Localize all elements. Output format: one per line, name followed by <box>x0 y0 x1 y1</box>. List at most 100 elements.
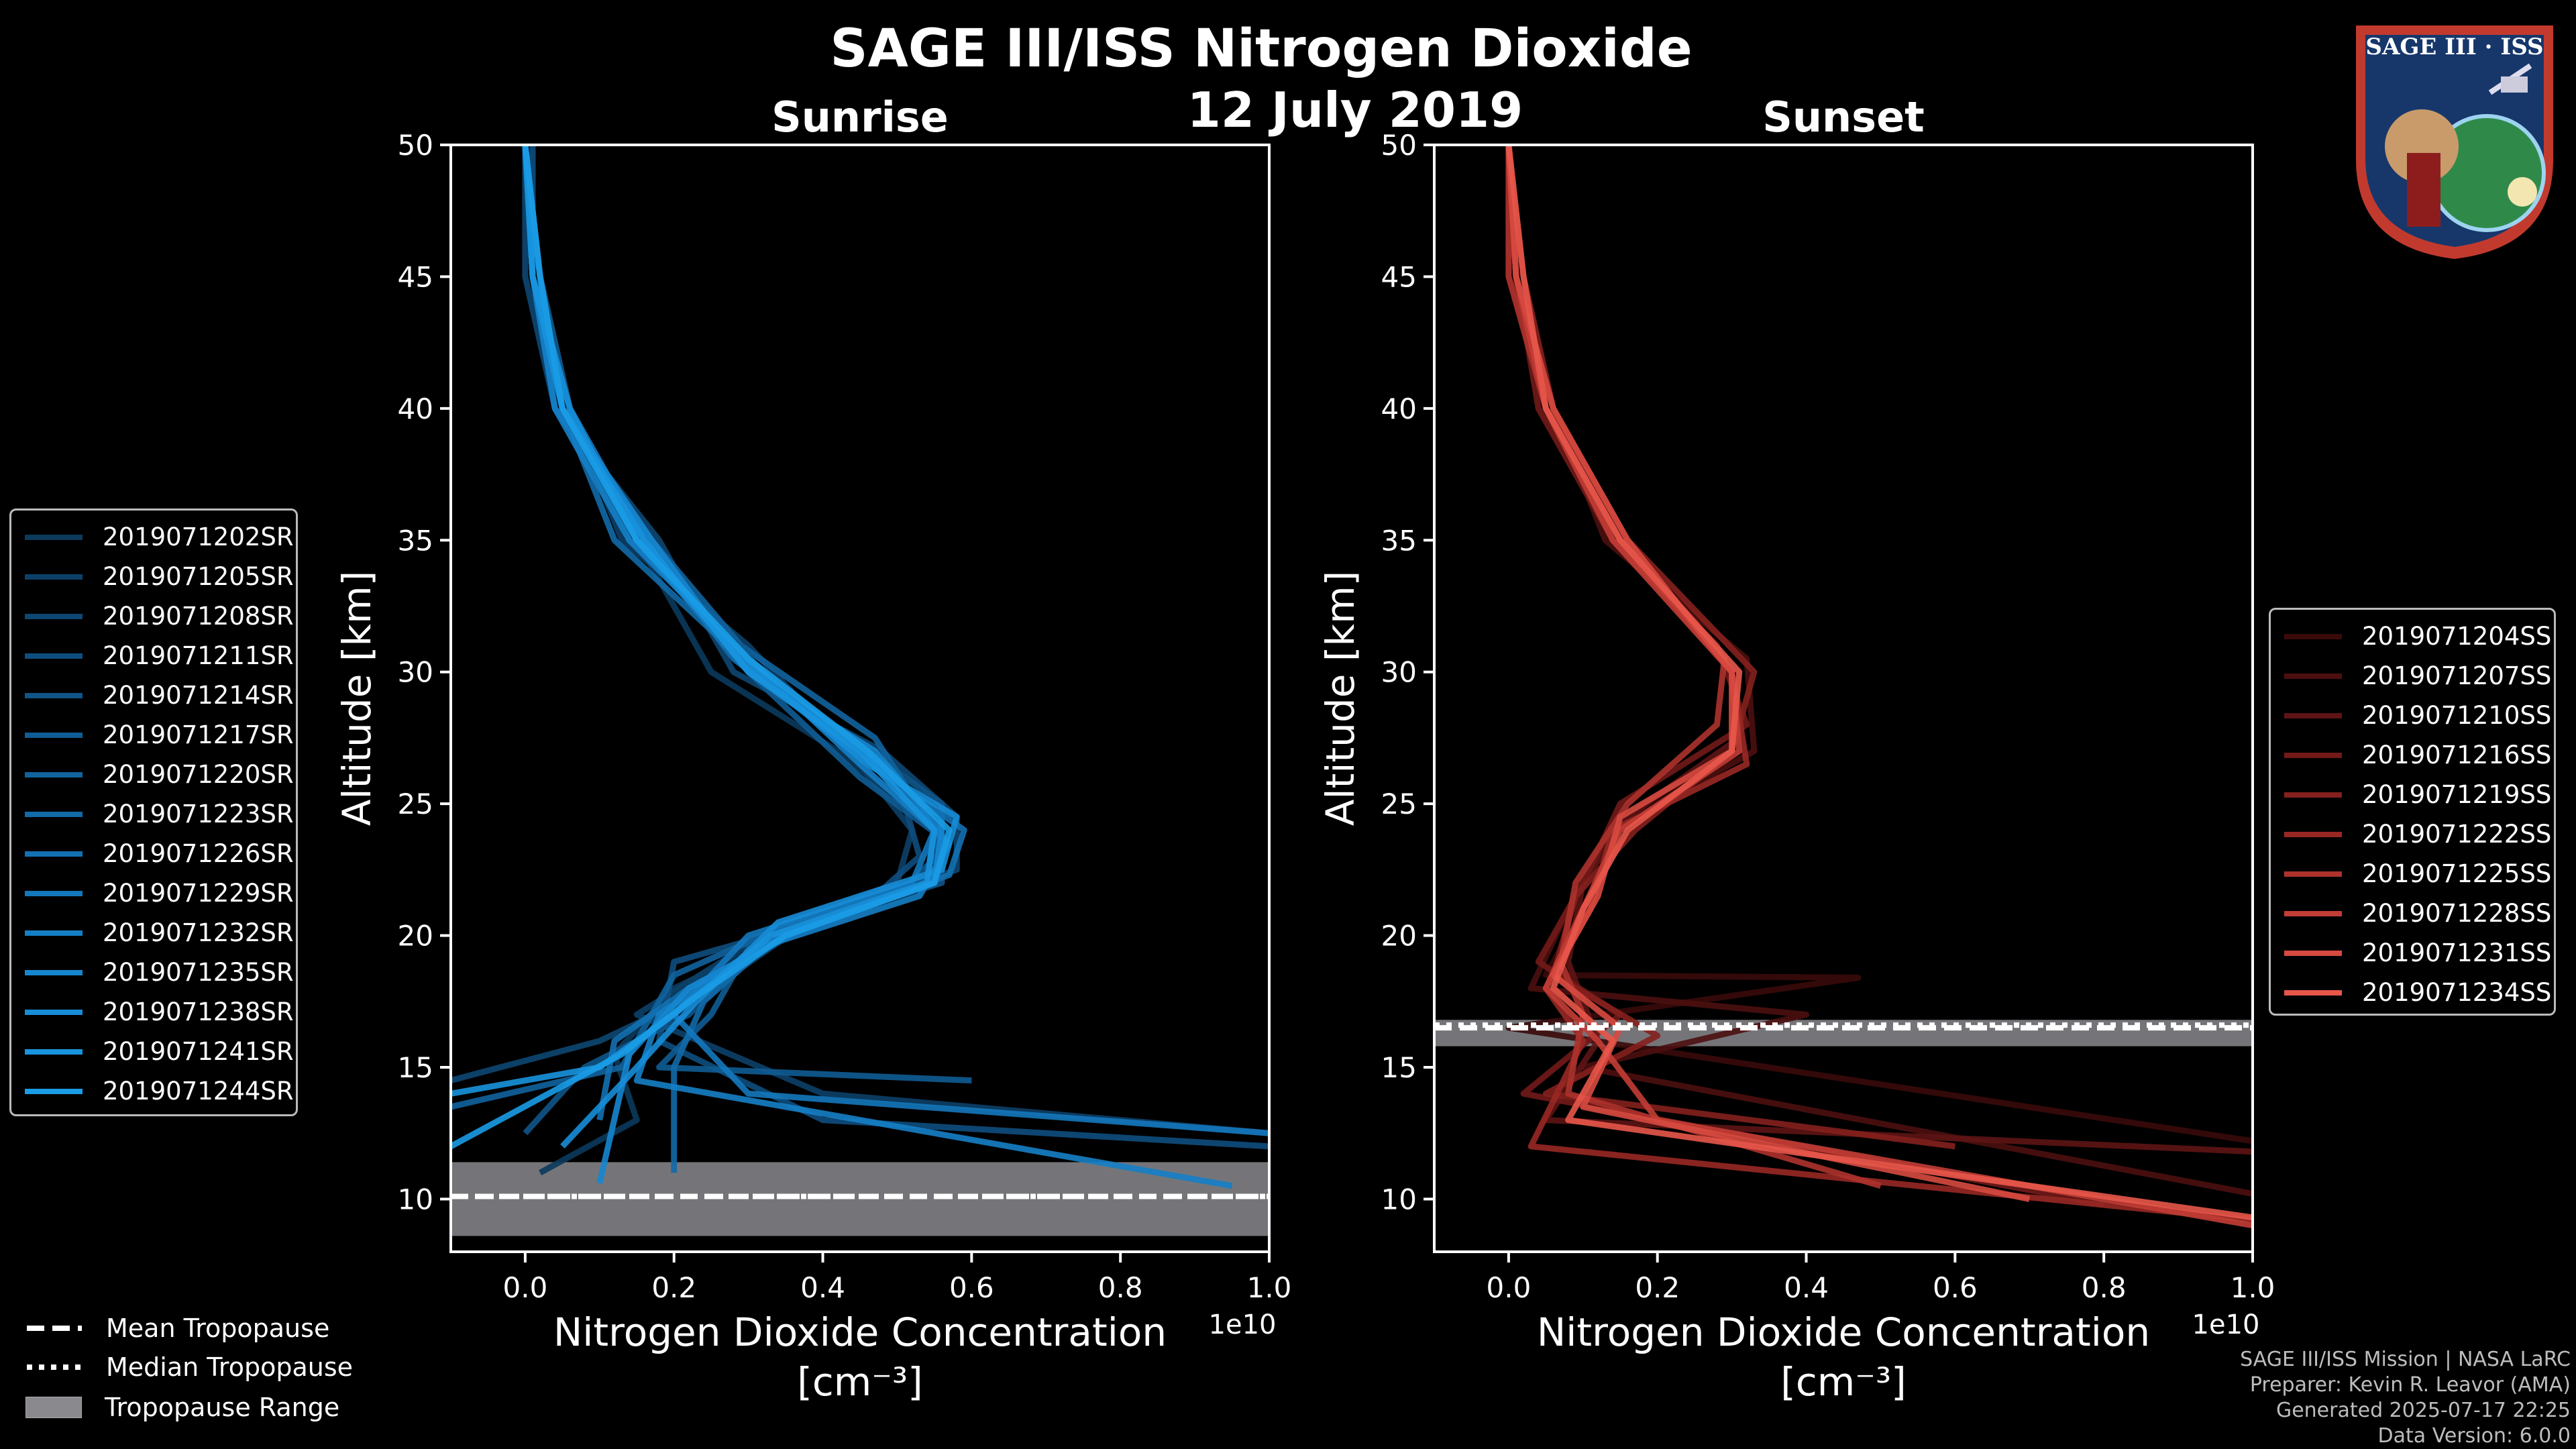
legend-swatch <box>2284 910 2342 916</box>
legend-label: 2019071217SR <box>103 720 294 749</box>
legend-swatch <box>2284 871 2342 877</box>
legend-swatch <box>2284 989 2342 996</box>
y-tick-label: 50 <box>1381 129 1417 162</box>
series-line-2019071241SR <box>451 145 938 1097</box>
sunrise-legend-item: 2019071202SR <box>11 517 294 557</box>
legend-swatch <box>25 851 83 857</box>
y-tick-label: 30 <box>398 656 433 689</box>
legend-swatch <box>2284 673 2342 679</box>
y-tick-label: 40 <box>398 392 433 425</box>
logo-text: SAGE III · ISS <box>2365 34 2544 60</box>
legend-swatch <box>2284 633 2342 639</box>
legend-mean-label: Mean Tropopause <box>106 1313 330 1343</box>
sunset-legend-item: 2019071228SS <box>2271 894 2551 933</box>
x-scale-label: 1e10 <box>1209 1309 1277 1340</box>
series-line-2019071229SR <box>522 145 1269 1136</box>
y-tick-label: 20 <box>398 920 433 953</box>
y-axis-label: Altitude [km] <box>334 571 380 826</box>
legend-swatch <box>25 890 83 896</box>
sage-iss-logo: SAGE III · ISS <box>2343 12 2567 262</box>
legend-swatch <box>25 653 83 659</box>
x-tick-label: 0.8 <box>1098 1271 1143 1304</box>
series-line-2019071210SS <box>1505 145 2253 1155</box>
sunset-legend-item: 2019071234SS <box>2271 973 2551 1012</box>
x-tick-label: 0.6 <box>949 1271 994 1304</box>
legend-label: 2019071244SR <box>103 1077 294 1106</box>
legend-label: 2019071235SR <box>103 958 294 987</box>
sunrise-legend-item: 2019071208SR <box>11 596 294 636</box>
sunrise-title: Sunrise <box>771 93 949 142</box>
series-line-2019071220SR <box>451 145 938 1110</box>
series-line-2019071235SR <box>522 145 945 1184</box>
legend-label: 2019071216SS <box>2362 741 2552 769</box>
legend-swatch <box>25 930 83 936</box>
y-tick-label: 45 <box>1381 260 1417 293</box>
sunset-title: Sunset <box>1762 93 1925 142</box>
sunrise-legend-item: 2019071214SR <box>11 676 294 715</box>
legend-label: 2019071202SR <box>103 523 294 551</box>
series-line-2019071211SR <box>529 145 1269 1150</box>
legend-swatch <box>25 534 83 540</box>
sunset-legend-item: 2019071210SS <box>2271 696 2551 735</box>
legend-label: 2019071220SR <box>103 760 294 789</box>
footer-line-mission: SAGE III/ISS Mission | NASA LaRC <box>2240 1348 2571 1371</box>
legend-median-tropopause: Median Tropopause <box>25 1348 353 1386</box>
y-tick-label: 10 <box>398 1183 433 1216</box>
legend-swatch <box>25 613 83 619</box>
x-tick-label: 0.0 <box>503 1271 548 1304</box>
series-line-2019071226SR <box>522 145 967 1121</box>
x-axis-unit: [cm⁻³] <box>797 1359 923 1405</box>
legend-swatch <box>2284 752 2342 758</box>
sunset-legend-item: 2019071231SS <box>2271 933 2551 973</box>
legend-label: 2019071231SS <box>2362 938 2552 967</box>
sunrise-legend-item: 2019071244SR <box>11 1071 294 1111</box>
legend-label: 2019071225SS <box>2362 859 2552 888</box>
y-tick-label: 15 <box>1381 1051 1417 1084</box>
sunset-legend: 2019071204SS 2019071207SS 2019071210SS 2019… <box>2269 608 2556 1016</box>
legend-swatch <box>25 692 83 698</box>
series-line-2019071205SR <box>522 145 1269 1136</box>
x-tick-label: 0.0 <box>1487 1271 1532 1304</box>
x-tick-label: 0.4 <box>1784 1271 1829 1304</box>
sunset-legend-item: 2019071219SS <box>2271 775 2551 814</box>
legend-swatch <box>25 1009 83 1015</box>
legend-swatch <box>25 732 83 738</box>
x-tick-label: 0.2 <box>651 1271 696 1304</box>
y-tick-label: 20 <box>1381 920 1417 953</box>
x-axis-label: Nitrogen Dioxide Concentration <box>553 1309 1167 1355</box>
x-tick-label: 0.8 <box>2082 1271 2127 1304</box>
x-axis-unit: [cm⁻³] <box>1780 1359 1907 1405</box>
legend-swatch <box>2284 712 2342 718</box>
legend-label: 2019071210SS <box>2362 701 2552 730</box>
legend-mean-tropopause: Mean Tropopause <box>25 1309 329 1347</box>
figure-title: SAGE III/ISS Nitrogen Dioxide <box>830 19 1693 79</box>
x-axis-label: Nitrogen Dioxide Concentration <box>1537 1309 2150 1355</box>
x-tick-label: 0.6 <box>1933 1271 1978 1304</box>
series-group <box>1505 145 2253 1229</box>
legend-swatch <box>2284 950 2342 956</box>
legend-label: 2019071228SS <box>2362 899 2552 928</box>
legend-range-label: Tropopause Range <box>105 1393 340 1422</box>
sunset-legend-item: 2019071207SS <box>2271 656 2551 696</box>
series-line-2019071228SS <box>1505 145 2253 1229</box>
legend-label: 2019071204SS <box>2362 622 2552 651</box>
legend-label: 2019071241SR <box>103 1037 294 1066</box>
y-tick-label: 30 <box>1381 656 1417 689</box>
y-tick-label: 35 <box>398 524 433 557</box>
legend-label: 2019071229SR <box>103 879 294 908</box>
x-tick-label: 0.4 <box>800 1271 845 1304</box>
legend-swatch <box>25 574 83 580</box>
series-line-2019071234SS <box>1505 145 2253 1221</box>
y-tick-label: 25 <box>398 788 433 820</box>
axes-frame <box>449 144 1271 1253</box>
sunrise-legend-item: 2019071217SR <box>11 715 294 755</box>
sunrise-legend: 2019071202SR 2019071205SR 2019071208SR 2019… <box>9 508 298 1116</box>
legend-swatch <box>2284 792 2342 798</box>
legend-label: 2019071223SR <box>103 800 294 828</box>
legend-label: 2019071238SR <box>103 998 294 1026</box>
series-line-2019071244SR <box>451 145 953 1149</box>
legend-label: 2019071207SS <box>2362 661 2552 690</box>
figure-date: 12 July 2019 <box>1187 82 1523 138</box>
x-tick-label: 1.0 <box>2231 1271 2275 1304</box>
